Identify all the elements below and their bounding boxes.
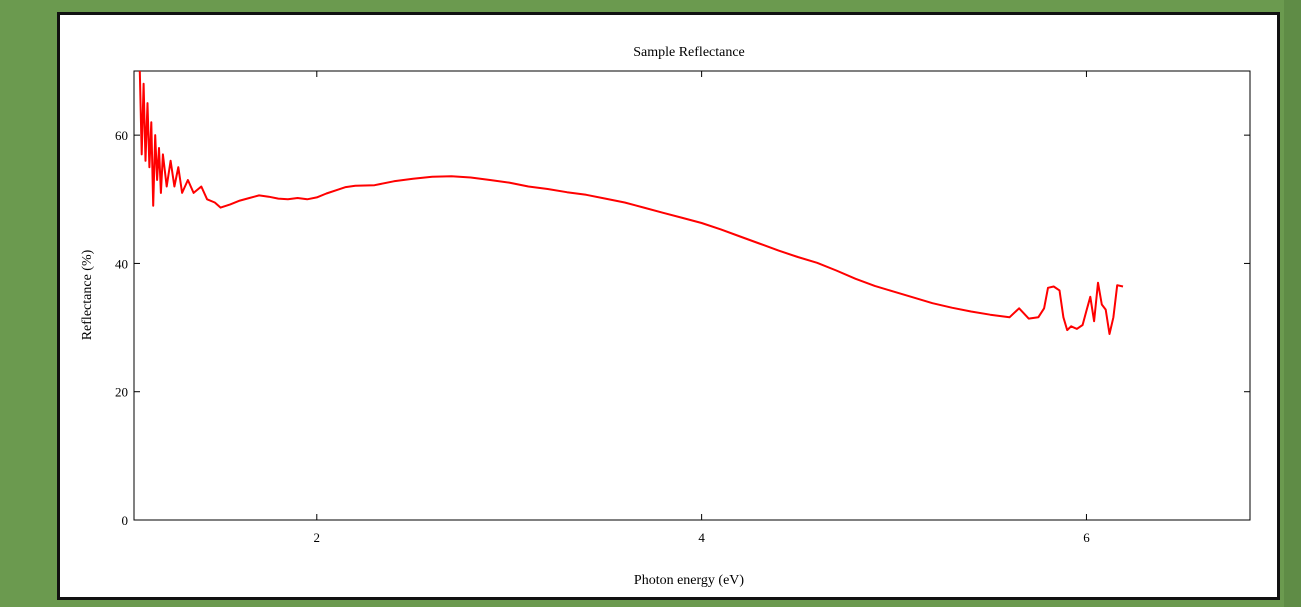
chart-title: Sample Reflectance <box>633 45 745 60</box>
x-tick-label: 6 <box>1083 530 1090 545</box>
y-tick-label: 40 <box>115 256 128 271</box>
plot-frame <box>133 70 1251 521</box>
x-tick-label: 2 <box>314 530 321 545</box>
y-axis-label: Reflectance (%) <box>80 249 95 340</box>
y-tick-label: 0 <box>122 513 129 528</box>
y-tick-label: 60 <box>115 128 128 143</box>
x-axis-label: Photon energy (eV) <box>634 573 744 588</box>
side-stripe <box>1284 0 1301 607</box>
chart-panel <box>57 12 1280 600</box>
reflectance-line <box>138 70 1124 335</box>
x-axis: 2 4 6 <box>314 71 1090 545</box>
y-axis: 0 20 40 60 <box>115 128 1250 528</box>
y-tick-label: 20 <box>115 385 128 400</box>
x-tick-label: 4 <box>698 530 705 545</box>
